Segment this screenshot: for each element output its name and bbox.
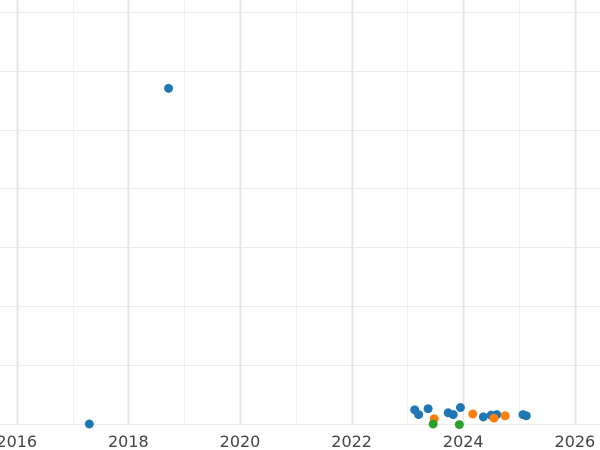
x-tick-label: 2024 [443, 432, 484, 450]
x-tick-label: 2020 [220, 432, 261, 450]
x-tick-label: 2016 [0, 432, 37, 450]
data-point[interactable] [454, 420, 464, 430]
data-point[interactable] [468, 409, 478, 419]
data-point[interactable] [448, 410, 458, 420]
data-points [84, 83, 531, 430]
data-point[interactable] [428, 419, 438, 429]
series-0 [84, 83, 531, 429]
x-tick-label: 2026 [555, 432, 596, 450]
x-tick-label: 2018 [108, 432, 149, 450]
data-point[interactable] [521, 411, 531, 421]
data-point[interactable] [489, 413, 499, 423]
x-tick-label: 2022 [331, 432, 372, 450]
data-point[interactable] [423, 404, 433, 414]
data-point[interactable] [164, 83, 174, 93]
x-axis-tick-labels: 2016 2018 2020 2022 2024 2026 [0, 432, 595, 450]
series-1 [429, 409, 510, 424]
grid-layer [0, 0, 600, 425]
data-point[interactable] [84, 419, 94, 429]
series-2 [428, 419, 464, 430]
data-point[interactable] [455, 403, 465, 413]
data-point[interactable] [414, 410, 424, 420]
data-point[interactable] [500, 411, 510, 421]
data-point[interactable] [478, 412, 488, 422]
